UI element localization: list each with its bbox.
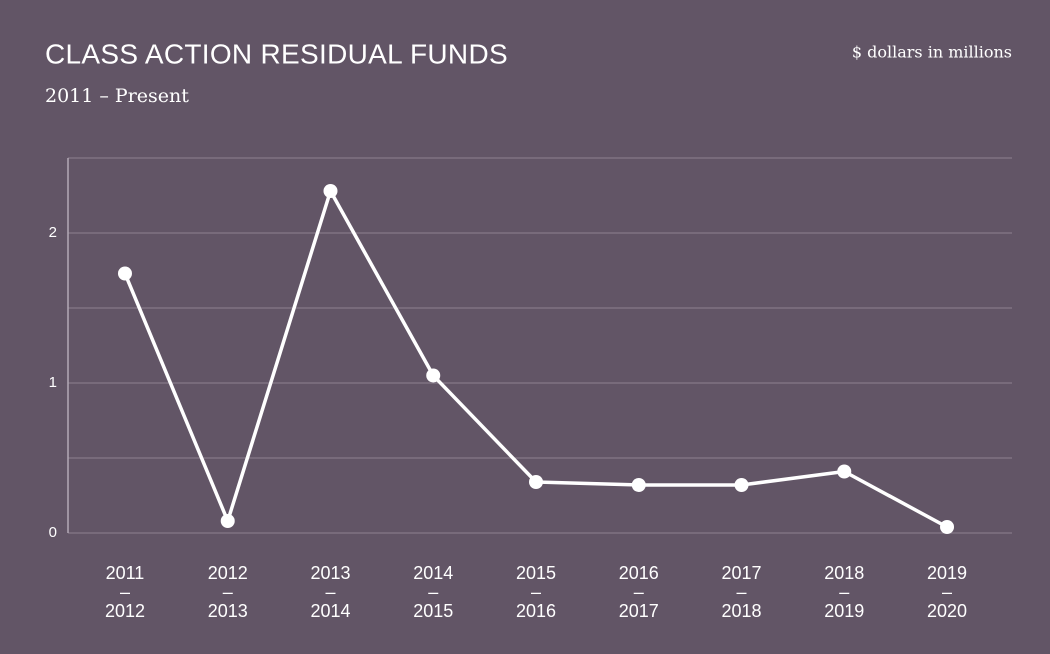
- x-tick-label: 2015: [516, 563, 556, 583]
- point: [323, 184, 338, 198]
- point: [734, 478, 749, 492]
- point: [837, 464, 852, 479]
- y-tick-label: 0: [49, 524, 57, 541]
- y-tick-label: 1: [49, 374, 57, 391]
- x-tick-label: –: [634, 582, 644, 602]
- x-tick-label: 2017: [721, 563, 761, 583]
- x-tick-label: 2013: [310, 563, 350, 583]
- x-tick-label: –: [737, 582, 747, 602]
- x-tick-label: 2013: [208, 601, 248, 621]
- x-tick-label: 2018: [721, 601, 761, 621]
- x-tick-label: –: [223, 582, 233, 602]
- x-tick-label: –: [531, 582, 541, 602]
- x-tick-label: –: [942, 582, 952, 602]
- x-tick-label: 2020: [927, 601, 967, 621]
- x-tick-label: 2012: [105, 601, 145, 621]
- x-tick-label: 2012: [208, 563, 248, 583]
- x-tick-label: 2014: [310, 601, 350, 621]
- x-tick-label: 2011: [106, 563, 145, 583]
- x-tick-label: –: [428, 582, 438, 602]
- chart-subtitle: 2011 – Present: [45, 85, 189, 107]
- point: [117, 266, 132, 281]
- x-tick-label: 2016: [516, 601, 556, 621]
- unit-label: $ dollars in millions: [852, 43, 1012, 62]
- x-tick-label: 2019: [824, 601, 864, 621]
- x-tick-label: –: [839, 582, 849, 602]
- point: [529, 475, 543, 489]
- chart-title: CLASS ACTION RESIDUAL FUNDS: [45, 38, 508, 69]
- point: [220, 514, 235, 528]
- x-tick-label: 2015: [413, 601, 453, 621]
- point: [940, 520, 955, 534]
- x-tick-label: 2018: [824, 563, 864, 583]
- x-tick-label: –: [325, 582, 335, 602]
- x-tick-label: –: [120, 582, 130, 602]
- x-tick-label: 2014: [413, 563, 453, 583]
- x-tick-label: 2019: [927, 563, 967, 583]
- x-tick-label: 2017: [619, 601, 659, 621]
- point: [631, 478, 646, 492]
- point: [426, 368, 441, 383]
- y-tick-label: 2: [49, 224, 57, 241]
- x-tick-label: 2016: [619, 563, 659, 583]
